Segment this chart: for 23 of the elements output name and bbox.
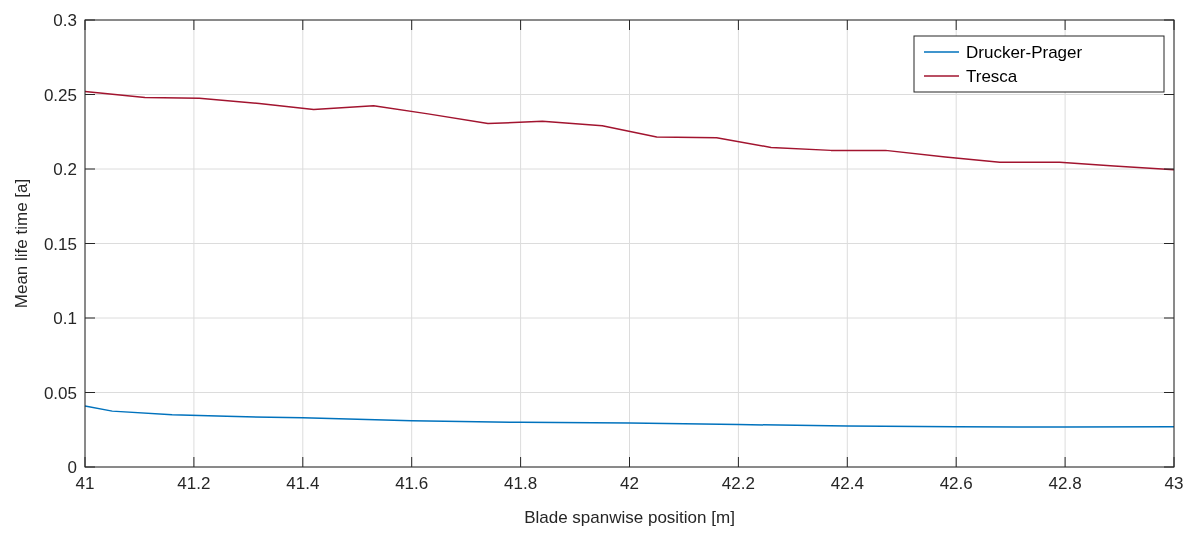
x-tick-label: 42.2 <box>721 474 755 493</box>
line-series <box>84 405 1175 428</box>
x-tick-label: 43 <box>1164 474 1184 493</box>
x-tick-label: 41.8 <box>504 474 538 493</box>
legend-label: Drucker-Prager <box>966 43 1083 62</box>
y-tick-label: 0.15 <box>43 234 77 254</box>
y-tick-label: 0 <box>67 458 77 477</box>
legend-label: Tresca <box>966 67 1018 86</box>
y-axis-title: Mean life time [a] <box>12 178 31 309</box>
x-tick-label: 42.6 <box>939 474 973 493</box>
x-tick-label: 41 <box>75 474 95 493</box>
x-tick-label: 41.4 <box>286 474 320 493</box>
x-tick-label: 41.2 <box>177 474 211 493</box>
y-tick-label: 0.25 <box>43 85 77 105</box>
x-tick-label: 42.4 <box>830 474 864 493</box>
y-tick-label: 0.05 <box>43 383 77 403</box>
x-axis-title: Blade spanwise position [m] <box>524 508 735 527</box>
y-tick-label: 0.1 <box>53 309 77 328</box>
x-tick-label: 42.8 <box>1048 474 1082 493</box>
x-tick-label: 41.6 <box>395 474 429 493</box>
x-tick-label: 42 <box>620 474 639 493</box>
y-tick-label: 0.3 <box>53 11 77 30</box>
y-tick-label: 0.2 <box>53 160 77 179</box>
